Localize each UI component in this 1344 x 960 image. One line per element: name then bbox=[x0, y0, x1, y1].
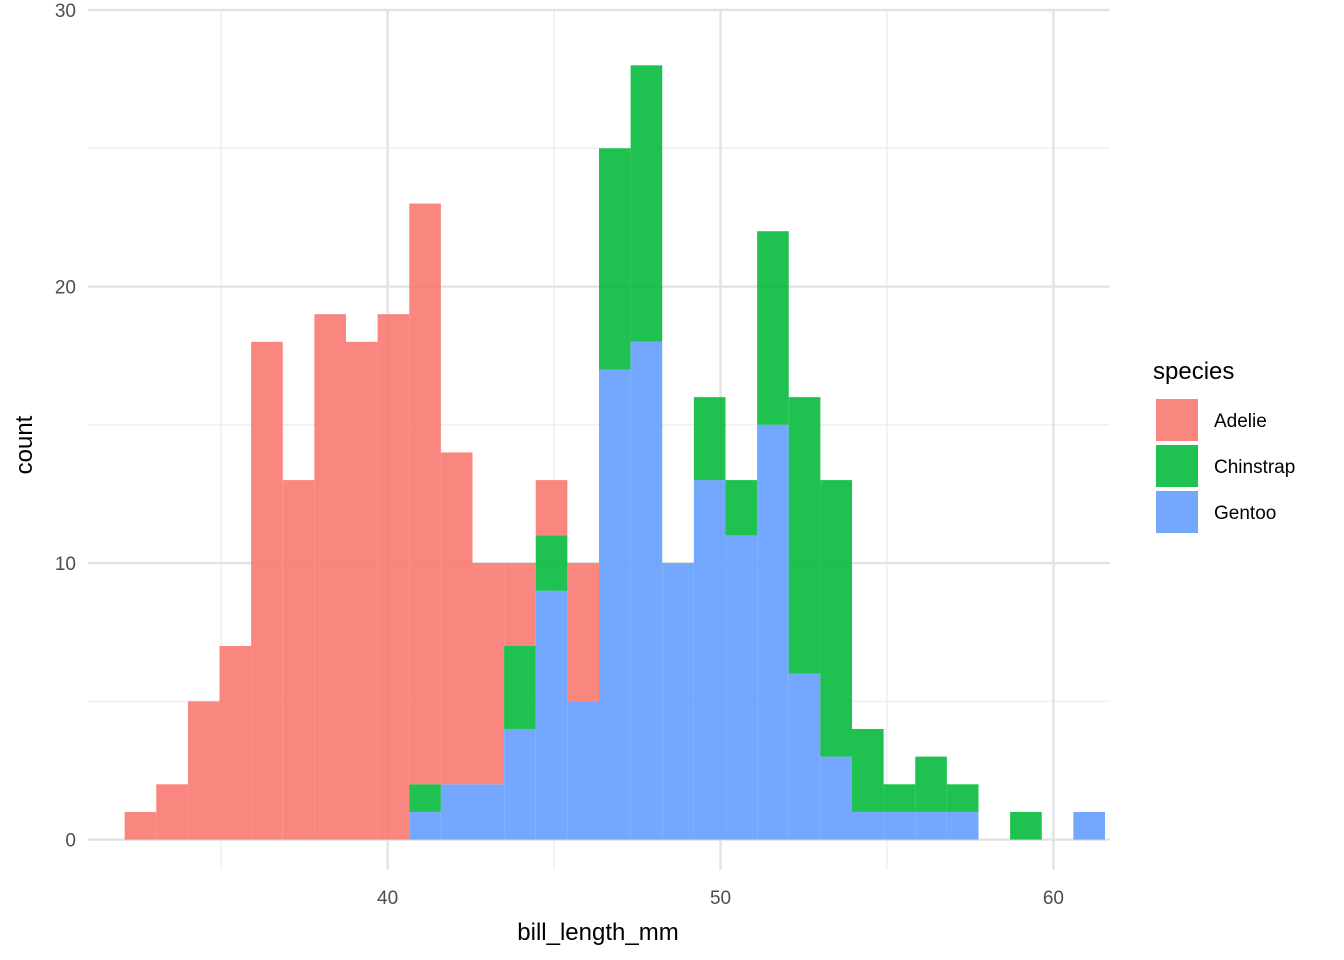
legend-label-adelie: Adelie bbox=[1214, 411, 1267, 432]
bar-chinstrap bbox=[725, 480, 758, 536]
bar-gentoo bbox=[567, 701, 599, 840]
bar-adelie bbox=[314, 314, 346, 840]
bar-gentoo bbox=[630, 341, 663, 840]
bar-chinstrap bbox=[852, 728, 884, 812]
bar-gentoo bbox=[599, 369, 631, 840]
bar-gentoo bbox=[946, 811, 979, 840]
bar-gentoo bbox=[662, 563, 694, 840]
bar-chinstrap bbox=[599, 148, 631, 370]
bar-gentoo bbox=[915, 811, 947, 840]
x-tick-label: 60 bbox=[1043, 888, 1064, 909]
bar-chinstrap bbox=[693, 397, 726, 481]
bar-gentoo bbox=[820, 756, 853, 840]
bar-gentoo bbox=[725, 535, 758, 840]
y-tick-label: 30 bbox=[55, 1, 76, 22]
bar-adelie bbox=[187, 701, 220, 840]
bar-chinstrap bbox=[788, 397, 821, 674]
bar-chinstrap bbox=[1010, 811, 1042, 840]
bar-chinstrap bbox=[504, 646, 536, 729]
bar-adelie bbox=[440, 452, 473, 785]
bar-chinstrap bbox=[946, 784, 979, 812]
bar-chinstrap bbox=[883, 784, 916, 812]
bar-adelie bbox=[409, 203, 441, 785]
bar-adelie bbox=[251, 341, 283, 840]
bar-gentoo bbox=[1073, 811, 1106, 840]
legend-label-gentoo: Gentoo bbox=[1214, 503, 1276, 524]
bar-chinstrap bbox=[409, 784, 441, 812]
bar-adelie bbox=[345, 341, 378, 840]
bar-adelie bbox=[535, 480, 568, 536]
bar-gentoo bbox=[472, 784, 505, 840]
x-tick-label: 50 bbox=[710, 888, 731, 909]
y-tick-label: 0 bbox=[65, 831, 76, 852]
bar-adelie bbox=[219, 646, 252, 840]
bar-adelie bbox=[567, 563, 599, 702]
legend-swatch-chinstrap bbox=[1156, 445, 1198, 487]
legend: species Adelie Chinstrap Gentoo bbox=[1153, 358, 1295, 533]
bar-chinstrap bbox=[757, 231, 789, 425]
bar-gentoo bbox=[883, 811, 916, 840]
axes: 0 10 20 30 40 50 60 bbox=[55, 1, 1064, 909]
legend-swatch-adelie bbox=[1156, 399, 1198, 441]
bar-adelie bbox=[472, 563, 505, 785]
y-tick-label: 20 bbox=[55, 278, 76, 299]
bar-gentoo bbox=[409, 811, 441, 840]
y-axis-title: count bbox=[11, 415, 38, 474]
legend-label-chinstrap: Chinstrap bbox=[1214, 457, 1295, 478]
bar-gentoo bbox=[788, 673, 821, 840]
legend-title: species bbox=[1153, 358, 1234, 385]
bar-chinstrap bbox=[535, 535, 568, 591]
bar-adelie bbox=[377, 314, 410, 840]
x-tick-label: 40 bbox=[377, 888, 398, 909]
bar-chinstrap bbox=[915, 756, 947, 812]
y-tick-label: 10 bbox=[55, 554, 76, 575]
bar-gentoo bbox=[757, 424, 789, 840]
bar-gentoo bbox=[504, 728, 536, 840]
bar-chinstrap bbox=[820, 480, 853, 757]
bar-gentoo bbox=[852, 811, 884, 840]
bar-adelie bbox=[282, 480, 315, 840]
x-axis-title: bill_length_mm bbox=[517, 919, 678, 946]
bar-gentoo bbox=[535, 590, 568, 840]
bars bbox=[124, 65, 1106, 840]
bar-gentoo bbox=[693, 480, 726, 840]
bar-adelie bbox=[156, 784, 188, 840]
bar-chinstrap bbox=[630, 65, 663, 342]
bar-adelie bbox=[124, 811, 157, 840]
bar-gentoo bbox=[440, 784, 473, 840]
bar-adelie bbox=[504, 563, 536, 647]
legend-swatch-gentoo bbox=[1156, 491, 1198, 533]
